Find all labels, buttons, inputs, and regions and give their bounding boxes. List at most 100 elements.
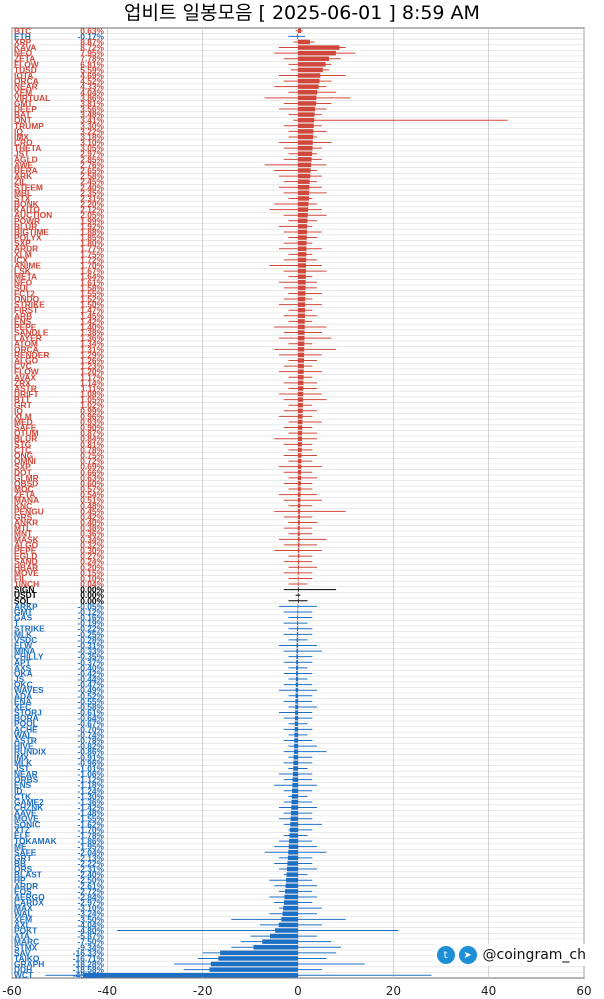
change-bar xyxy=(270,933,298,939)
ticker-label: ORCA xyxy=(14,344,39,354)
change-percent-label: 0.66% xyxy=(80,467,104,477)
change-percent-label: 2.85% xyxy=(80,154,104,164)
change-percent-label: 1.17% xyxy=(80,372,104,382)
change-percent-label: 0.00% xyxy=(80,596,104,606)
change-percent-label: 2.05% xyxy=(80,210,104,220)
change-percent-label: 2.40% xyxy=(80,182,104,192)
change-bar xyxy=(298,520,300,525)
change-bar xyxy=(286,872,298,877)
ticker-label: ENA xyxy=(14,696,32,706)
change-percent-label: 3.05% xyxy=(80,143,104,153)
change-bar xyxy=(298,39,310,45)
change-bar xyxy=(298,419,303,425)
change-percent-label: -0.44% xyxy=(77,674,104,684)
change-percent-label: -1.86% xyxy=(77,836,104,846)
change-bar xyxy=(295,682,298,687)
ticker-label: MLK xyxy=(14,629,32,639)
change-bar xyxy=(296,660,298,665)
x-tick-label: 0 xyxy=(294,984,302,998)
ticker-label: ALGO xyxy=(14,356,39,366)
change-bar xyxy=(298,134,314,140)
change-bar xyxy=(298,497,301,503)
ticker-label: GAS xyxy=(14,613,33,623)
ticker-label: NEAR xyxy=(14,769,38,779)
ticker-label: BLUR xyxy=(14,434,37,444)
change-bar xyxy=(283,905,298,911)
change-bar xyxy=(298,587,299,592)
change-percent-label: 0.96% xyxy=(80,411,104,421)
change-percent-label: -0.70% xyxy=(77,724,104,734)
ticker-label: APT xyxy=(14,657,32,667)
change-bar xyxy=(294,738,298,743)
change-bar xyxy=(298,363,304,369)
change-bar xyxy=(298,414,303,419)
change-bar xyxy=(253,945,298,950)
change-bar xyxy=(295,704,298,710)
change-bar xyxy=(298,235,307,240)
change-percent-label: 2.12% xyxy=(80,205,104,215)
change-bar xyxy=(298,162,312,168)
ticker-label: AXL xyxy=(14,920,31,930)
change-bar xyxy=(298,375,304,380)
change-bar xyxy=(297,34,298,39)
ticker-label: IQ xyxy=(14,406,23,416)
ticker-label: USDT xyxy=(14,590,38,600)
change-bar xyxy=(298,179,310,184)
change-bar xyxy=(298,481,301,486)
ticker-label: HBAR xyxy=(14,562,38,572)
ticker-label: HIVE xyxy=(14,741,34,751)
change-percent-label: -16.33% xyxy=(73,948,105,958)
change-bar xyxy=(298,542,300,548)
change-bar xyxy=(298,509,301,514)
ticker-label: WAVES xyxy=(14,685,44,695)
ticker-label: XLM xyxy=(14,249,32,259)
change-bar xyxy=(296,643,298,648)
ticker-label: ORBS xyxy=(14,775,39,785)
change-bar xyxy=(288,844,298,849)
ticker-label: NEAR xyxy=(14,82,38,92)
change-bar xyxy=(287,861,298,866)
ticker-label: LSK xyxy=(14,266,31,276)
change-percent-label: 0.38% xyxy=(80,523,104,533)
change-bar xyxy=(298,470,302,475)
change-percent-label: -0.58% xyxy=(77,702,104,712)
ticker-label: NEO xyxy=(14,277,33,287)
change-percent-label: 3.22% xyxy=(80,126,104,136)
ticker-label: OKC xyxy=(14,680,33,690)
change-percent-label: 1.55% xyxy=(80,288,104,298)
change-percent-label: -0.22% xyxy=(77,624,104,634)
change-bar xyxy=(287,855,298,861)
ticker-label: T xyxy=(14,618,20,628)
change-percent-label: 1.26% xyxy=(80,356,104,366)
change-bar xyxy=(297,615,298,620)
change-percent-label: 0.93% xyxy=(80,417,104,427)
ticker-label: IQ xyxy=(14,126,23,136)
change-percent-label: 1.36% xyxy=(80,333,104,343)
change-bar xyxy=(298,525,300,531)
change-percent-label: -0.35% xyxy=(77,652,104,662)
ticker-label: SANDLE xyxy=(14,328,49,338)
change-percent-label: 3.81% xyxy=(80,98,104,108)
ticker-label: STORJ xyxy=(14,708,42,718)
change-percent-label: 2.76% xyxy=(80,160,104,170)
change-percent-label: 0.45% xyxy=(80,506,104,516)
change-percent-label: -1.55% xyxy=(77,814,104,824)
change-percent-label: 0.51% xyxy=(80,495,104,505)
ticker-label: MOVE xyxy=(14,568,39,578)
ticker-label: BLUR xyxy=(14,221,37,231)
ticker-label: ORCA xyxy=(14,76,39,86)
ticker-label: ZETA xyxy=(14,54,35,64)
change-percent-label: 0.30% xyxy=(80,546,104,556)
brand-handle: @coingram_ch xyxy=(482,947,586,963)
change-bar xyxy=(298,151,313,156)
change-percent-label: 0.75% xyxy=(80,451,104,461)
change-bar xyxy=(294,732,298,738)
change-bar xyxy=(291,794,298,799)
change-bar xyxy=(281,917,298,922)
change-bar xyxy=(296,632,298,637)
change-percent-label: 1.40% xyxy=(80,322,104,332)
telegram-icon: ➤ xyxy=(458,946,477,964)
ticker-label: SIGN xyxy=(14,585,34,595)
ticker-label: STG xyxy=(14,439,31,449)
change-percent-label: 0.69% xyxy=(80,462,104,472)
